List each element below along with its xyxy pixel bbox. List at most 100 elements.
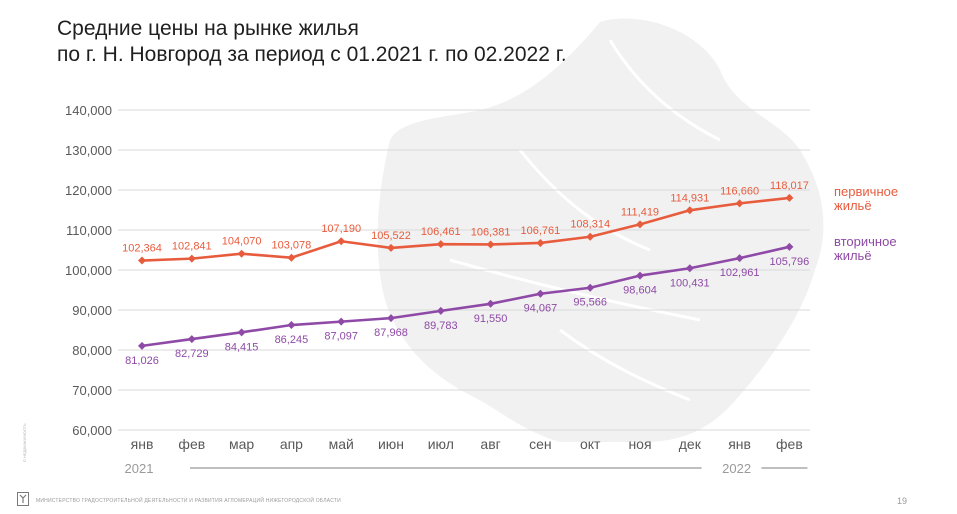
primary-data-label: 104,070 — [222, 236, 262, 248]
primary-data-point — [636, 220, 644, 229]
secondary-data-point — [536, 289, 545, 298]
primary-data-point — [287, 253, 296, 262]
primary-data-point — [387, 243, 395, 252]
year-label-2022: 2022 — [722, 461, 751, 476]
chart-series: 102,364 102,841 104,070 103,078 107,190 105,5… — [122, 180, 809, 367]
primary-data-label: 111,419 — [621, 206, 659, 218]
year-label-2021: 2021 — [125, 461, 154, 476]
x-tick-label: мар — [229, 436, 254, 452]
y-tick-label: 90,000 — [72, 303, 112, 318]
x-tick-label: янв — [131, 436, 154, 452]
secondary-data-label: 100,431 — [670, 277, 710, 289]
secondary-data-label: 95,566 — [573, 297, 607, 309]
footer-ministry-name: МИНИСТЕРСТВО ГРАДОСТРОИТЕЛЬНОЙ ДЕЯТЕЛЬНО… — [36, 498, 341, 504]
primary-data-point — [486, 240, 495, 249]
secondary-data-label: 102,961 — [720, 267, 760, 279]
primary-data-point — [536, 238, 545, 247]
secondary-data-label: 89,783 — [424, 320, 458, 332]
secondary-data-label: 94,067 — [524, 303, 558, 315]
secondary-data-point — [337, 317, 346, 326]
secondary-data-point — [436, 306, 445, 315]
primary-data-label: 108,314 — [570, 219, 610, 231]
x-tick-label: май — [329, 436, 354, 452]
primary-data-point — [735, 199, 744, 208]
x-tick-label: июн — [378, 436, 404, 452]
primary-data-point — [138, 256, 146, 265]
x-tick-label: авг — [480, 436, 500, 452]
secondary-data-label: 87,968 — [374, 327, 408, 339]
secondary-data-label: 82,729 — [175, 348, 209, 360]
x-axis: янв фев мар апр май июн июл авг сен окт ноя дек янв ф… — [131, 436, 803, 452]
primary-data-point — [337, 237, 346, 246]
secondary-data-label: 84,415 — [225, 341, 259, 353]
year-timeline: 2021 2022 — [125, 461, 808, 476]
slide-title-line-2: по г. Н. Новгород за период с 01.2021 г.… — [57, 43, 567, 66]
secondary-data-point — [187, 335, 196, 344]
slide-title: Средние цены на рынке жилья по г. Н. Нов… — [57, 16, 567, 68]
primary-data-label: 105,522 — [371, 230, 411, 242]
primary-data-point — [785, 193, 794, 202]
primary-data-label: 116,660 — [720, 185, 759, 197]
primary-data-point — [685, 206, 694, 215]
y-axis: 60,000 70,000 80,000 90,000 100,000 110,000 12… — [65, 103, 112, 438]
x-tick-label: апр — [280, 436, 303, 452]
primary-data-label: 106,381 — [471, 226, 511, 238]
x-tick-label: июл — [428, 436, 454, 452]
ministry-logo-icon — [17, 492, 29, 506]
page-number: 19 — [896, 496, 907, 506]
side-copyright-text: © НЕДВИЖИМОСТЬ — [22, 423, 27, 462]
primary-series-line — [141, 196, 790, 262]
y-tick-label: 70,000 — [72, 383, 112, 398]
secondary-data-point — [735, 254, 744, 263]
secondary-data-point — [237, 328, 246, 337]
secondary-data-point — [486, 299, 495, 308]
x-tick-label: сен — [529, 436, 552, 452]
primary-data-label: 118,017 — [770, 180, 809, 192]
primary-data-point — [187, 254, 196, 263]
primary-data-label: 114,931 — [670, 192, 709, 204]
secondary-legend-line2: жильё — [834, 248, 872, 263]
secondary-legend-line1: вторичное — [834, 234, 897, 249]
secondary-data-label: 87,097 — [324, 331, 358, 343]
primary-data-label: 102,364 — [122, 243, 162, 255]
primary-data-label: 107,190 — [321, 223, 361, 235]
secondary-data-point — [387, 314, 395, 323]
secondary-data-label: 98,604 — [623, 285, 657, 297]
secondary-data-point — [685, 264, 694, 273]
secondary-series-line — [141, 245, 790, 348]
x-tick-label: фев — [776, 436, 803, 452]
y-tick-label: 130,000 — [65, 143, 112, 158]
slide-title-line-1: Средние цены на рынке жилья — [57, 17, 359, 40]
primary-data-label: 102,841 — [172, 241, 212, 253]
y-tick-label: 110,000 — [66, 223, 112, 238]
secondary-data-point — [636, 271, 644, 280]
y-tick-label: 100,000 — [65, 263, 112, 278]
secondary-data-point — [287, 321, 296, 330]
primary-data-point — [237, 249, 246, 258]
secondary-data-label: 86,245 — [275, 334, 309, 346]
secondary-data-point — [586, 283, 595, 292]
y-tick-label: 80,000 — [72, 343, 112, 358]
y-tick-label: 120,000 — [65, 183, 112, 198]
primary-data-point — [436, 240, 445, 249]
x-tick-label: ноя — [628, 436, 651, 452]
y-tick-label: 60,000 — [72, 423, 112, 438]
chart-gridlines — [118, 109, 810, 431]
primary-data-point — [586, 232, 595, 241]
secondary-data-point — [785, 242, 794, 251]
x-tick-label: янв — [728, 436, 751, 452]
secondary-data-point — [138, 341, 146, 350]
secondary-data-label: 81,026 — [125, 355, 159, 367]
secondary-data-label: 91,550 — [474, 313, 508, 325]
x-tick-label: фев — [178, 436, 205, 452]
city-map-roads — [449, 39, 721, 402]
primary-data-label: 103,078 — [272, 240, 312, 252]
secondary-data-label: 105,796 — [770, 256, 810, 268]
y-tick-label: 140,000 — [65, 103, 112, 118]
primary-data-label: 106,761 — [521, 225, 561, 237]
x-tick-label: дек — [679, 436, 702, 452]
x-tick-label: окт — [580, 436, 601, 452]
primary-legend-line1: первичное — [834, 184, 898, 199]
